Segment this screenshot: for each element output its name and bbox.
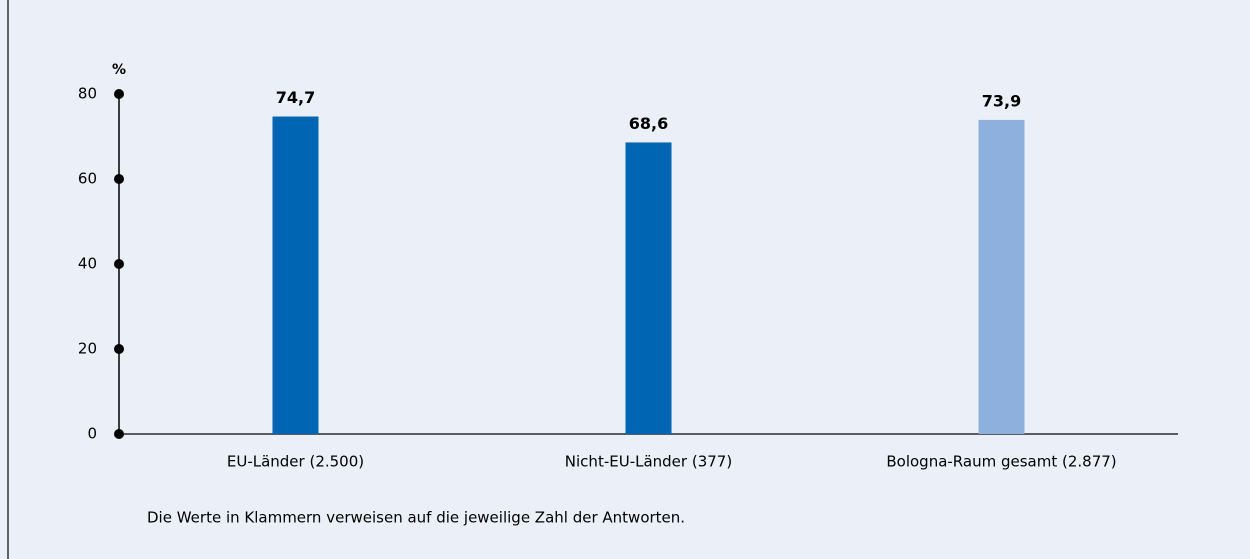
x-tick-label: Bologna-Raum gesamt (2.877) <box>886 453 1116 471</box>
tick-dot <box>114 344 124 354</box>
y-axis-label: % <box>112 62 126 78</box>
y-tick-label: 80 <box>78 85 97 103</box>
x-tick-label: EU-Länder (2.500) <box>227 453 364 471</box>
y-tick-label: 0 <box>87 425 97 443</box>
tick-dot <box>114 174 124 184</box>
value-label: 73,9 <box>982 91 1021 110</box>
bar <box>625 142 672 434</box>
x-tick-label: Nicht-EU-Länder (377) <box>565 453 732 471</box>
value-label: 74,7 <box>276 88 315 107</box>
tick-dot <box>114 429 124 439</box>
tick-dot <box>114 89 124 99</box>
bar <box>978 119 1025 435</box>
y-tick-label: 60 <box>78 170 97 188</box>
y-tick-label: 20 <box>78 340 97 358</box>
value-label: 68,6 <box>629 114 668 133</box>
tick-dot <box>114 259 124 269</box>
y-tick-label: 40 <box>78 255 97 273</box>
bar <box>272 116 319 435</box>
note: Die Werte in Klammern verweisen auf die … <box>147 509 685 527</box>
